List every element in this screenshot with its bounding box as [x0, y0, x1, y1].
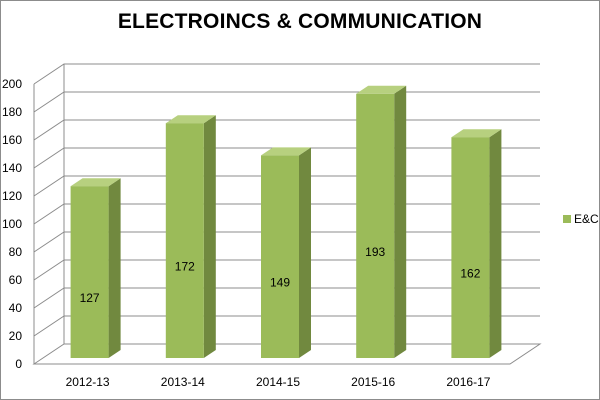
bar-data-label: 127: [80, 291, 100, 305]
gridline: [33, 63, 540, 85]
x-tick-label: 2013-14: [161, 375, 205, 389]
bar-top: [165, 115, 216, 124]
legend: E&C: [563, 212, 599, 226]
bar-data-label: 149: [270, 276, 290, 290]
bar-side: [203, 115, 216, 358]
bar-top: [451, 129, 502, 138]
bar-top: [70, 178, 121, 187]
bar: [165, 123, 204, 358]
bar: [356, 93, 395, 359]
x-tick-label: 2012-13: [66, 375, 110, 389]
legend-swatch: [563, 215, 571, 223]
labels: 0 20 40 60 80 100 120 140 160 180 200 127 2012-13 172…: [2, 77, 491, 389]
x-tick-label: 2014-15: [256, 375, 300, 389]
x-tick-label: 2016-17: [446, 375, 490, 389]
y-tick-label: 100: [2, 217, 22, 231]
bar: [261, 155, 299, 358]
bar-top: [356, 85, 407, 94]
y-tick-label: 180: [2, 105, 22, 119]
chart-title: ELECTROINCS & COMMUNICATION: [117, 10, 483, 33]
y-tick-label: 160: [2, 133, 22, 147]
y-tick-label: 120: [2, 189, 22, 203]
bars: [70, 85, 502, 359]
bar-side: [489, 129, 502, 358]
y-tick-label: 60: [9, 273, 23, 287]
bar-side: [394, 85, 407, 359]
chart-floor: [32, 343, 542, 365]
bar: [451, 137, 490, 358]
bar-data-label: 172: [175, 260, 195, 274]
y-tick-label: 0: [15, 357, 22, 371]
legend-label: E&C: [574, 212, 599, 226]
y-tick-label: 20: [9, 329, 23, 343]
bar-data-label: 162: [460, 267, 480, 281]
x-tick-label: 2015-16: [351, 375, 395, 389]
bar-data-label: 193: [365, 245, 385, 259]
bar-top: [261, 147, 311, 156]
y-tick-label: 40: [9, 301, 23, 315]
gridline: [33, 91, 540, 113]
bar: [70, 186, 109, 358]
y-tick-label: 80: [9, 245, 23, 259]
y-tick-label: 140: [2, 161, 22, 175]
y-tick-label: 200: [2, 77, 22, 91]
bar-side: [108, 178, 121, 358]
bar-side: [299, 147, 311, 358]
